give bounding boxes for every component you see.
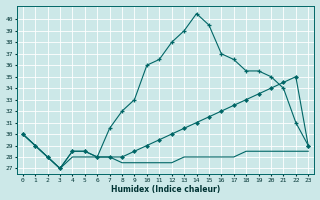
X-axis label: Humidex (Indice chaleur): Humidex (Indice chaleur) [111,185,220,194]
